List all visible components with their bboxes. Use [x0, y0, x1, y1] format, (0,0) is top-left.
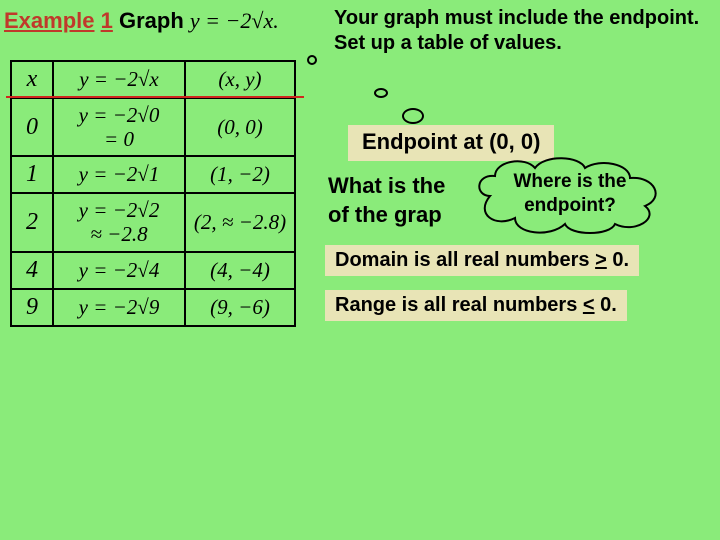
table-row: 1 y = −2√1 (1, −2)	[11, 156, 295, 193]
header-y: y = −2√x	[53, 61, 185, 98]
bubble-line-1: Where is the	[470, 170, 670, 194]
question-line-2: of the grap	[328, 201, 445, 230]
range-sym: <	[583, 294, 595, 316]
cell-x: 9	[11, 289, 53, 326]
domain-callout: Domain is all real numbers > 0.	[325, 245, 639, 276]
cell-x: 4	[11, 252, 53, 289]
cell-y: y = −2√1	[53, 156, 185, 193]
cell-y: y = −2√2 ≈ −2.8	[53, 193, 185, 251]
cell-y: y = −2√4	[53, 252, 185, 289]
table-header-underline	[6, 96, 304, 98]
cell-xy: (1, −2)	[185, 156, 295, 193]
thought-trail-medium-icon	[402, 108, 424, 124]
bubble-line-2: endpoint?	[470, 194, 670, 218]
cell-y: y = −2√0 = 0	[53, 98, 185, 156]
range-post: 0.	[595, 294, 617, 316]
cell-xy: (0, 0)	[185, 98, 295, 156]
domain-sym: >	[595, 249, 607, 271]
header-x: x	[11, 61, 53, 98]
table-row: 9 y = −2√9 (9, −6)	[11, 289, 295, 326]
question-line-1: What is the	[328, 172, 445, 201]
instruction-line-2: Set up a table of values.	[334, 31, 699, 56]
graph-word: Graph	[119, 8, 184, 33]
range-pre: Range is all real numbers	[335, 294, 583, 316]
cell-x: 1	[11, 156, 53, 193]
table-row: 2 y = −2√2 ≈ −2.8 (2, ≈ −2.8)	[11, 193, 295, 251]
cell-xy: (4, −4)	[185, 252, 295, 289]
title-formula: y = −2√x.	[190, 8, 279, 33]
cell-y: y = −2√9	[53, 289, 185, 326]
example-number: 1	[101, 8, 113, 33]
title-line: Example 1 Graph y = −2√x.	[4, 8, 279, 34]
thought-dot-icon	[307, 55, 317, 65]
domain-post: 0.	[607, 249, 629, 271]
cell-xy: (9, −6)	[185, 289, 295, 326]
cell-xy: (2, ≈ −2.8)	[185, 193, 295, 251]
instruction-line-1: Your graph must include the endpoint.	[334, 6, 699, 31]
thought-bubble: Where is the endpoint?	[470, 156, 670, 234]
values-table: x y = −2√x (x, y) 0 y = −2√0 = 0 (0, 0) …	[10, 60, 296, 327]
range-callout: Range is all real numbers < 0.	[325, 290, 627, 321]
header-xy: (x, y)	[185, 61, 295, 98]
instruction-text: Your graph must include the endpoint. Se…	[334, 6, 699, 56]
table-header-row: x y = −2√x (x, y)	[11, 61, 295, 98]
question-text: What is the of the grap	[328, 172, 445, 229]
example-word: Example	[4, 8, 95, 33]
thought-trail-small-icon	[374, 88, 388, 98]
table-row: 4 y = −2√4 (4, −4)	[11, 252, 295, 289]
cell-x: 2	[11, 193, 53, 251]
table-row: 0 y = −2√0 = 0 (0, 0)	[11, 98, 295, 156]
domain-pre: Domain is all real numbers	[335, 249, 595, 271]
cell-x: 0	[11, 98, 53, 156]
